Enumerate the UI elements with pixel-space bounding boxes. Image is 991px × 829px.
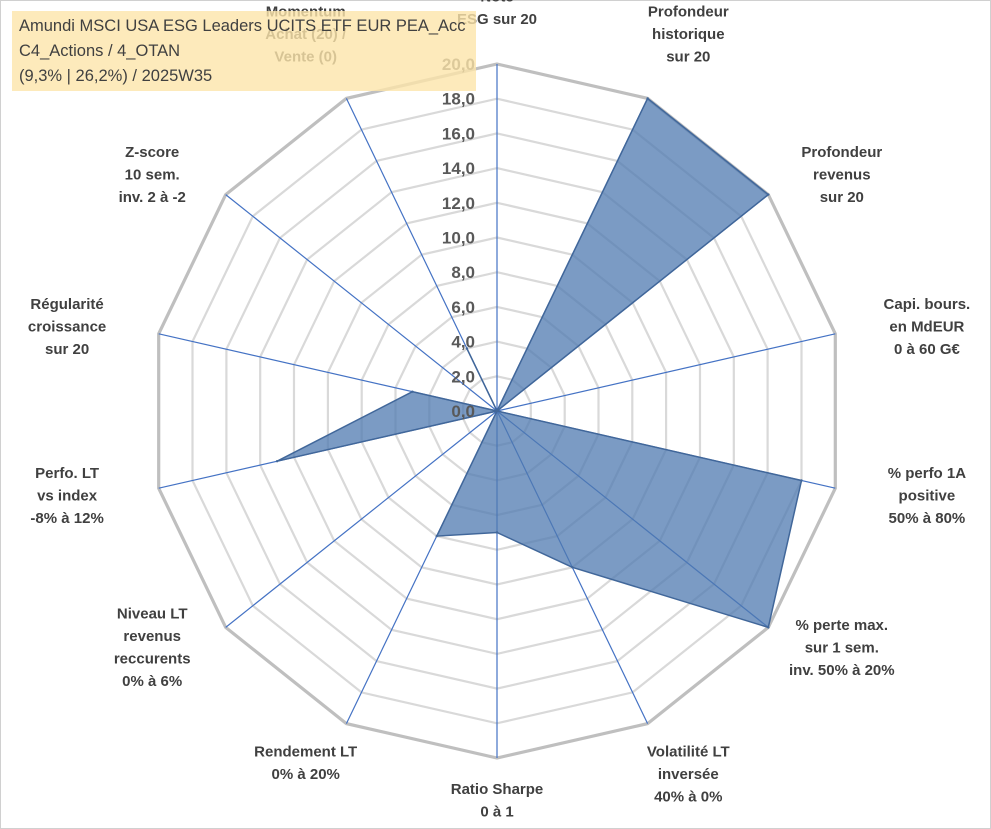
category-label: Niveau LT revenus reccurents 0% à 6% <box>114 606 191 691</box>
data-point <box>465 347 469 350</box>
category-label: Capi. bours. en MdEUR 0 à 60 G€ <box>884 296 971 358</box>
tick-label: 14,0 <box>442 159 475 178</box>
tick-label: 8,0 <box>451 263 475 282</box>
axis-spoke <box>225 194 498 412</box>
category-label: % perte max. sur 1 sem. inv. 50% à 20% <box>789 617 895 679</box>
category-label: Rendement LT 0% à 20% <box>254 744 357 784</box>
category-label: Ratio Sharpe 0 à 1 <box>451 781 544 821</box>
fund-category: C4_Actions / 4_OTAN <box>19 42 181 60</box>
tick-label: 4,0 <box>451 333 475 352</box>
data-point <box>411 390 414 393</box>
category-label: NoteESG sur 20 <box>457 0 537 28</box>
data-point <box>495 531 499 534</box>
category-label: Perfo. LT vs index -8% à 12% <box>30 465 103 527</box>
tick-label: 18,0 <box>442 90 475 109</box>
category-label: Z-score 10 sem. inv. 2 à -2 <box>119 144 186 206</box>
data-point <box>495 409 499 413</box>
category-label: Régularité croissance sur 20 <box>28 296 106 358</box>
data-point <box>646 97 649 100</box>
tick-label: 0,0 <box>451 402 475 421</box>
tick-label: 2,0 <box>451 367 475 386</box>
category-label: Volatilité LT inversée 40% à 0% <box>647 744 730 806</box>
data-point <box>435 534 438 538</box>
data-point <box>767 193 770 196</box>
fund-period: (9,3% | 26,2%) / 2025W35 <box>19 67 213 85</box>
fund-name: Amundi MSCI USA ESG Leaders UCITS ETF EU… <box>19 17 466 35</box>
axis-spoke <box>496 333 836 412</box>
tick-label: 10,0 <box>442 229 475 248</box>
data-point <box>767 626 770 629</box>
category-label: Profondeur historique sur 20 <box>648 4 729 66</box>
tick-label: 6,0 <box>451 298 475 317</box>
data-point <box>800 479 803 482</box>
radar-series <box>275 97 803 629</box>
data-point <box>571 566 574 569</box>
axis-spoke <box>225 410 498 628</box>
tick-label: 12,0 <box>442 194 475 213</box>
category-label: % perfo 1A positive 50% à 80% <box>888 465 967 527</box>
category-label: Profondeur revenus sur 20 <box>801 144 882 206</box>
fund-info-box: Amundi MSCI USA ESG Leaders UCITS ETF EU… <box>12 11 476 91</box>
tick-label: 16,0 <box>442 124 475 143</box>
data-point <box>275 460 279 463</box>
